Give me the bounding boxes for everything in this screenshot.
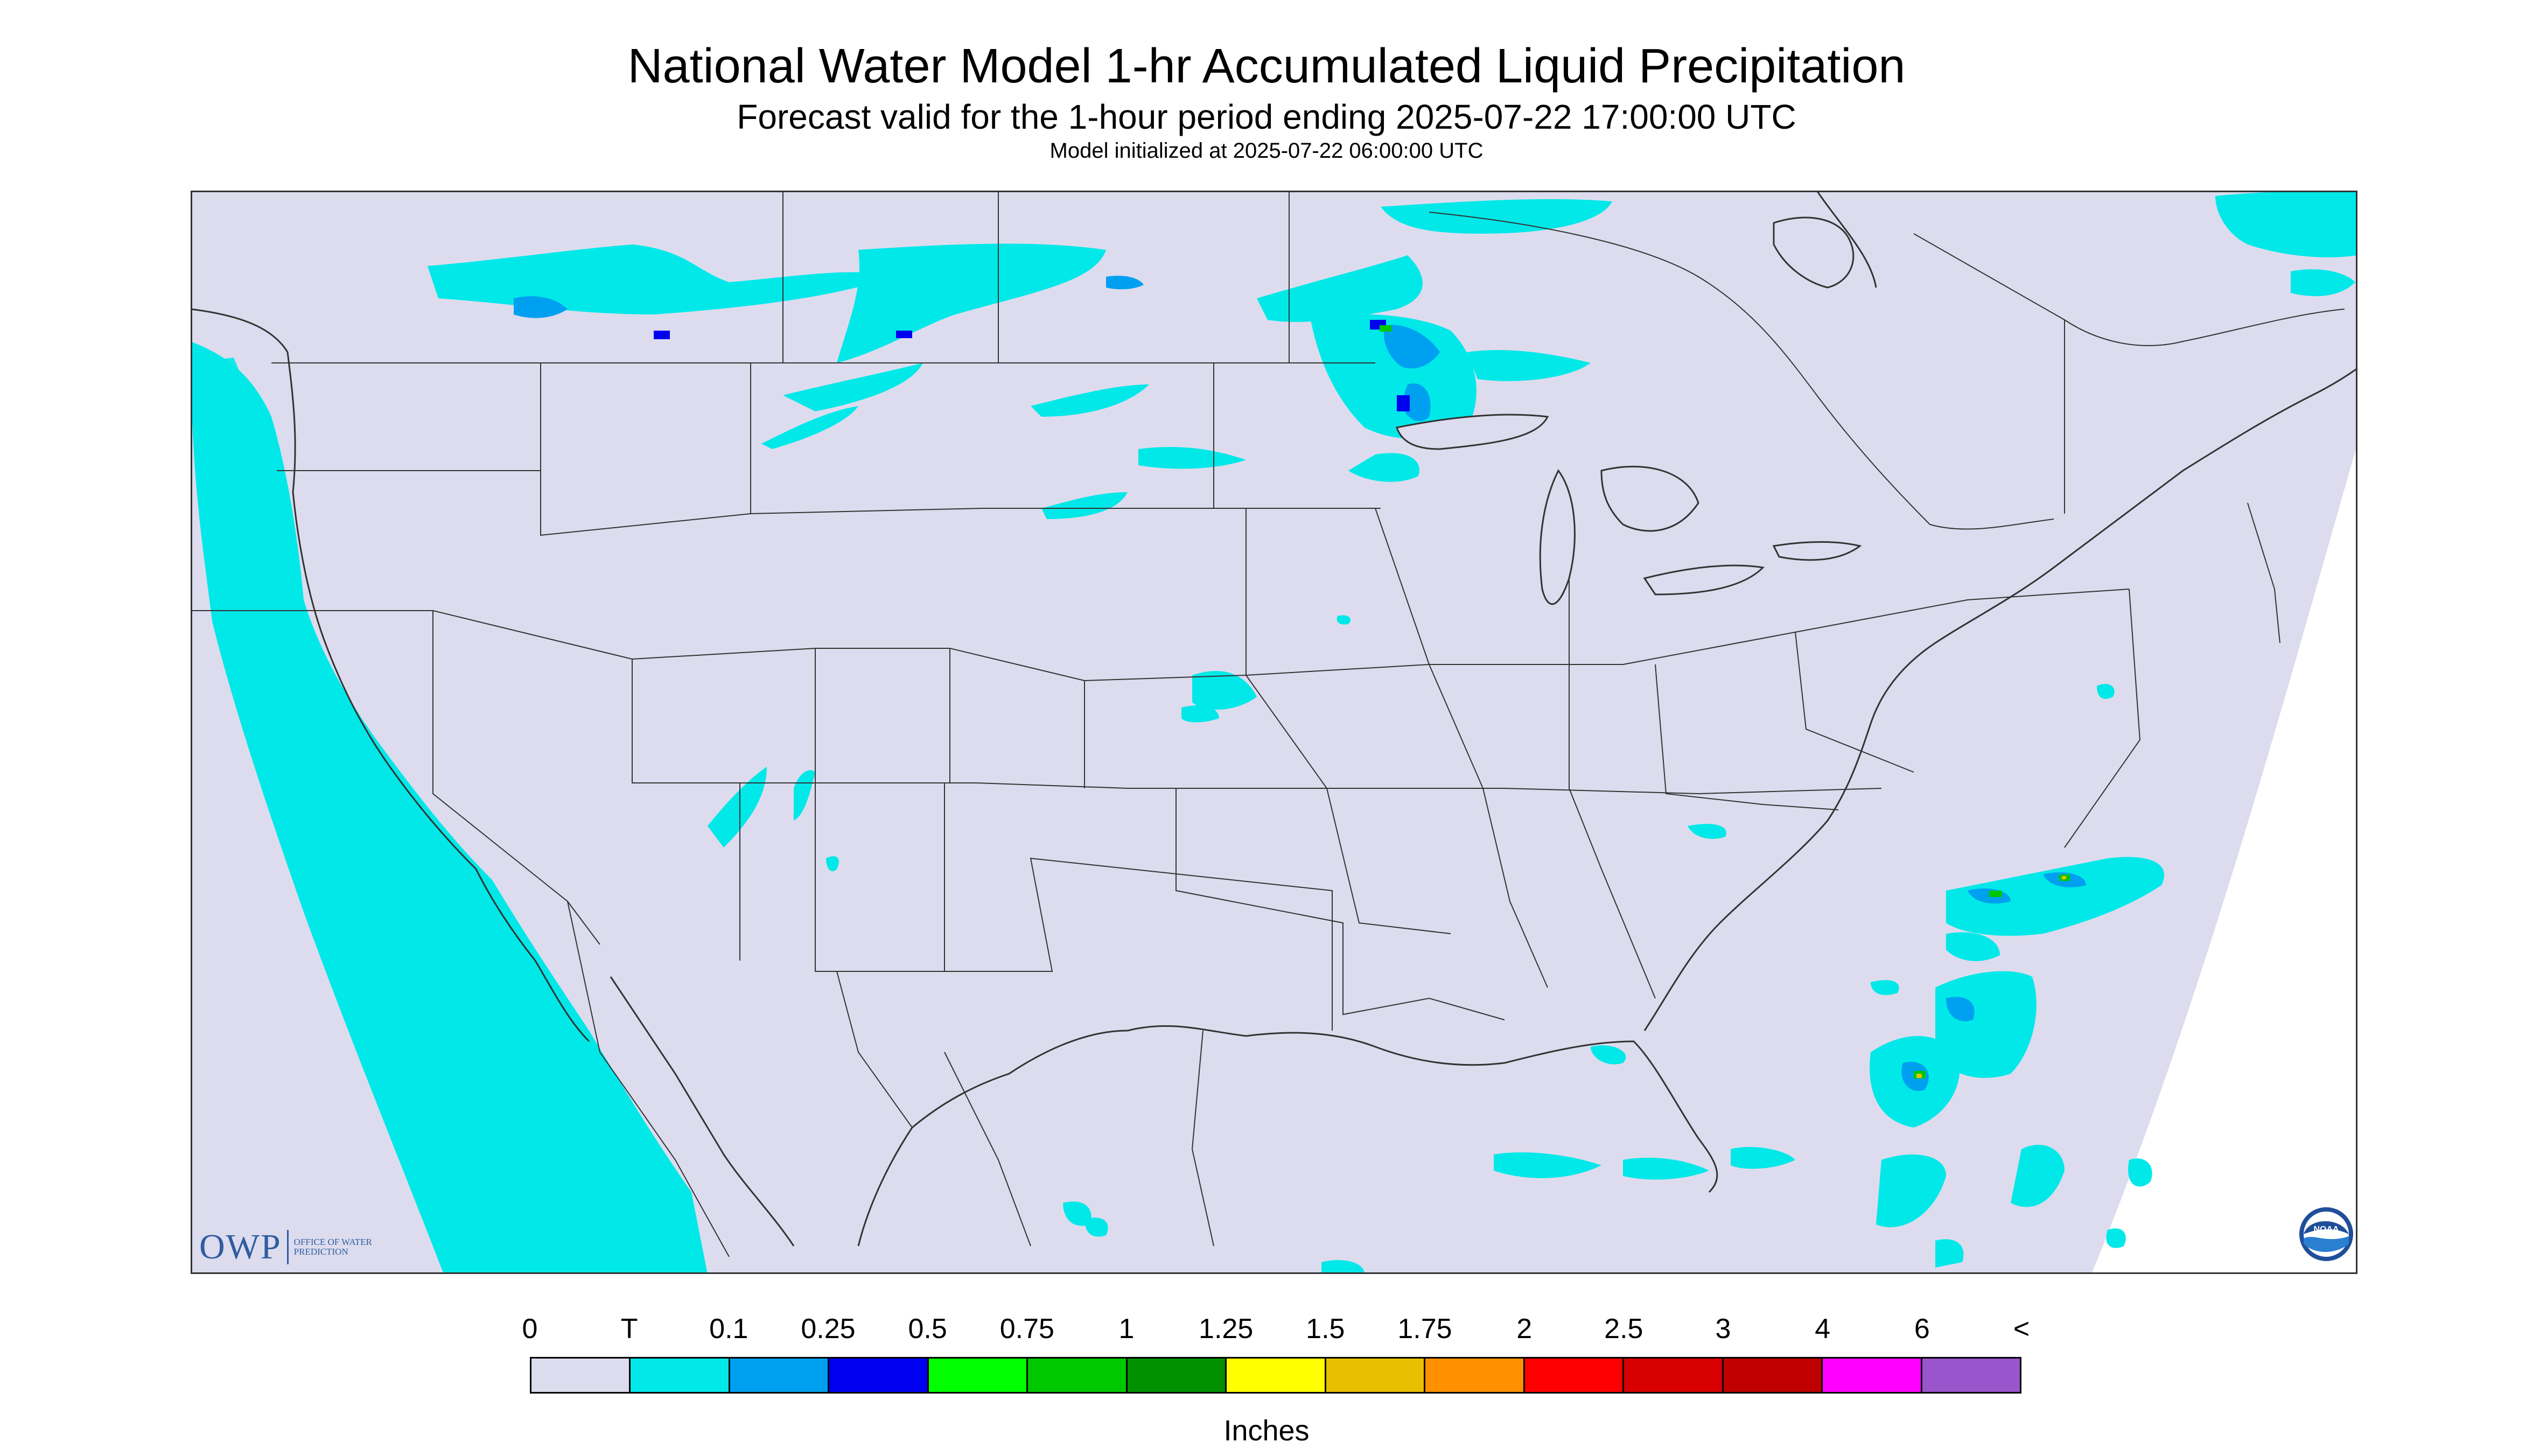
legend-label: 0.25 (801, 1313, 856, 1345)
owp-logo: OWP OFFICE OF WATER PREDICTION (199, 1227, 375, 1268)
legend-swatch-12 (1723, 1359, 1823, 1392)
legend-label: T (620, 1313, 638, 1345)
northern-precip-band (428, 191, 2357, 519)
northern-blue-cells (654, 320, 1410, 411)
legend-label: 3 (1715, 1313, 1731, 1345)
legend-label: 1.25 (1199, 1313, 1254, 1345)
legend-label: 2.5 (1604, 1313, 1643, 1345)
legend-swatch-6 (1127, 1359, 1227, 1392)
owp-logo-divider (286, 1230, 289, 1264)
pacific-precip-north (191, 358, 266, 514)
map-frame (191, 191, 2357, 1274)
legend-units: Inches (1223, 1415, 1310, 1447)
legend-swatch-2 (730, 1359, 830, 1392)
domain-outside-area (2091, 444, 2357, 1274)
atlantic-yellow-cells (1916, 876, 2066, 1078)
legend-label: 2 (1516, 1313, 1533, 1345)
coastline (191, 308, 2357, 1247)
legend-swatch-11 (1624, 1359, 1724, 1392)
legend-label: 0.5 (908, 1313, 947, 1345)
legend-labels: 0 T 0.1 0.25 0.5 0.75 1 1.25 1.5 1.75 2 2.5 3 4 6 < (0, 1313, 2533, 1345)
northern-heavier-cells (514, 276, 1440, 422)
pacific-precip-area (191, 341, 708, 1274)
owp-logo-subtext: OFFICE OF WATER PREDICTION (293, 1237, 372, 1257)
owp-logo-text: OWP (199, 1227, 282, 1266)
legend-label: 6 (1914, 1313, 1930, 1345)
legend-swatch-10 (1524, 1359, 1625, 1392)
legend-swatch-9 (1425, 1359, 1525, 1392)
legend-label: 1.5 (1306, 1313, 1345, 1345)
northern-green-cells (1380, 325, 1391, 332)
atlantic-precip-area (1870, 684, 2165, 1268)
precipitation-map (191, 191, 2357, 1274)
legend-swatch-8 (1326, 1359, 1426, 1392)
state-borders (191, 191, 2345, 1257)
hudson-bay-coast (1773, 191, 1877, 289)
legend-swatch-0 (531, 1359, 631, 1392)
legend-label: 4 (1815, 1313, 1831, 1345)
legend-label: 0.1 (709, 1313, 748, 1345)
great-lakes (1396, 414, 1862, 605)
legend-swatch-5 (1028, 1359, 1128, 1392)
noaa-logo-text: NOAA (2313, 1225, 2339, 1234)
legend-swatch-7 (1227, 1359, 1326, 1392)
legend-swatch-1 (631, 1359, 730, 1392)
map-subtitle: Forecast valid for the 1-hour period end… (737, 97, 1796, 136)
legend-label: 0 (522, 1313, 538, 1345)
legend-colorbar (530, 1357, 2021, 1394)
legend-label: < (2013, 1313, 2030, 1345)
legend-label: 1 (1118, 1313, 1135, 1345)
scattered-precip-cells (708, 615, 1899, 1274)
model-init-note: Model initialized at 2025-07-22 06:00:00… (1049, 139, 1484, 163)
legend-label: 1.75 (1397, 1313, 1452, 1345)
legend-swatch-14 (1922, 1359, 2020, 1392)
map-title: National Water Model 1-hr Accumulated Li… (627, 39, 1906, 93)
legend-label: 0.75 (999, 1313, 1054, 1345)
legend-swatch-4 (928, 1359, 1028, 1392)
noaa-logo: NOAA (2299, 1207, 2353, 1261)
legend-swatch-3 (829, 1359, 929, 1392)
legend-swatch-13 (1823, 1359, 1922, 1392)
